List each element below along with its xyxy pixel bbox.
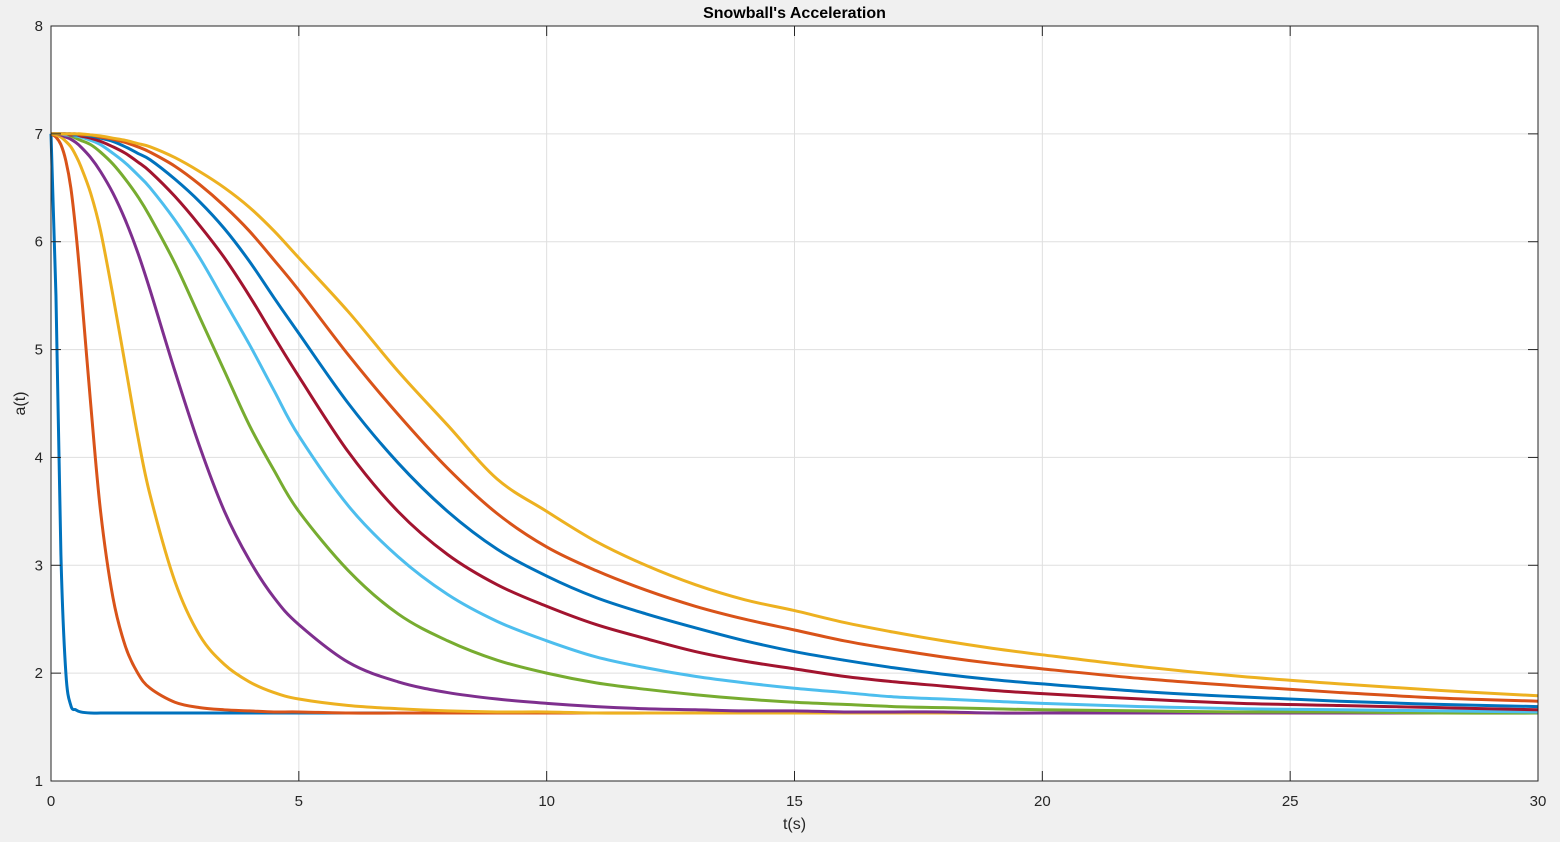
series-line-6	[50, 132, 1539, 714]
series-lines	[49, 132, 1539, 715]
y-tick-label: 7	[35, 126, 43, 143]
x-tick-label: 25	[1282, 793, 1299, 810]
series-line-4	[50, 132, 1538, 715]
x-tick-label: 15	[786, 793, 803, 810]
x-axis-label: t(s)	[783, 816, 806, 833]
x-tick-label: 30	[1530, 793, 1547, 810]
y-tick-label: 4	[35, 449, 43, 466]
series-line-10	[50, 132, 1539, 698]
y-axis-label: a(t)	[12, 392, 29, 416]
x-tick-label: 5	[295, 793, 303, 810]
tick-labels: 0 5 10 15 20 25 30 1 2 3 4 5 6 7 8	[35, 18, 1547, 810]
grid-lines	[51, 26, 1538, 781]
x-tick-label: 10	[538, 793, 555, 810]
y-tick-label: 8	[35, 18, 43, 35]
y-tick-label: 5	[35, 342, 43, 359]
series-line-7	[50, 132, 1539, 712]
series-line-5	[50, 132, 1539, 715]
y-tick-label: 6	[35, 234, 43, 251]
tick-marks	[50, 25, 1539, 782]
x-tick-label: 0	[47, 793, 55, 810]
x-tick-label: 20	[1034, 793, 1051, 810]
y-tick-label: 3	[35, 557, 43, 574]
y-tick-label: 2	[35, 665, 43, 682]
y-tick-label: 1	[35, 773, 43, 790]
chart-title: Snowball's Acceleration	[703, 5, 886, 22]
